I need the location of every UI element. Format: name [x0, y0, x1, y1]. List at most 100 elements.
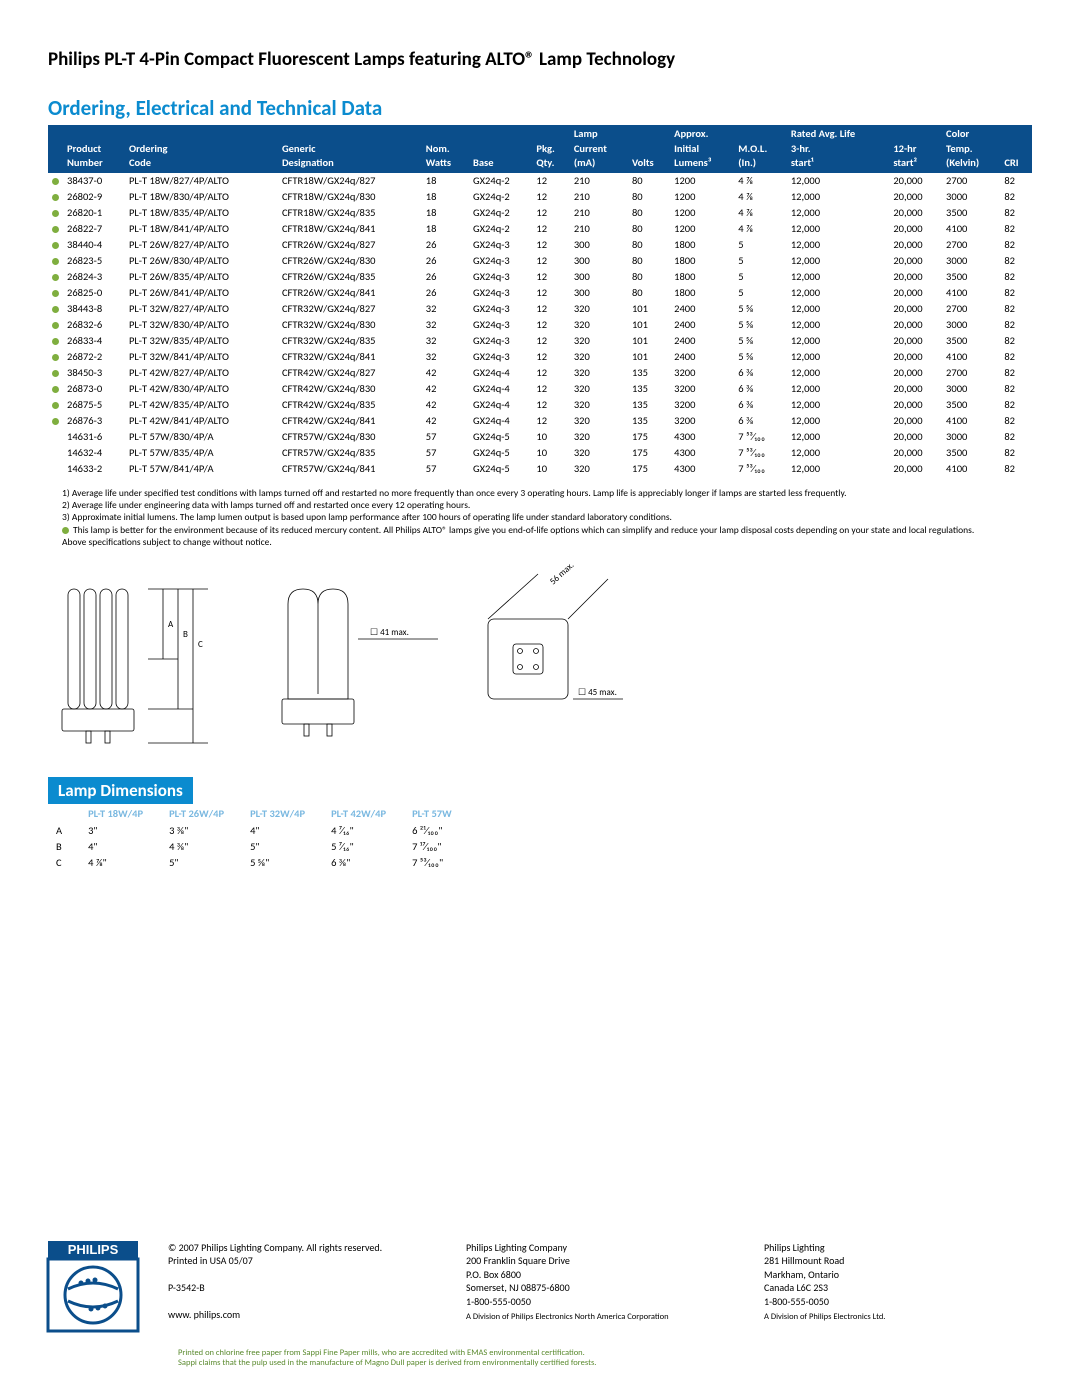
table-cell: PL-T 42W/830/4P/ALTO — [125, 381, 278, 397]
table-cell: 4100 — [942, 285, 1000, 301]
table-cell: 26876-3 — [63, 413, 125, 429]
lamp-diagrams: A B C ☐ 41 max. 56 max. ☐ 45 max. — [48, 579, 1032, 759]
dim-row: C4 ⅞"5"5 ⅝"6 ⅜"7 ⁵³⁄₁₀₀" — [48, 855, 470, 871]
footnote-last: Above specifications subject to change w… — [62, 536, 1032, 548]
table-cell: GX24q-2 — [469, 173, 532, 189]
table-cell: 12 — [532, 349, 569, 365]
table-cell: 82 — [1000, 461, 1032, 477]
table-cell: 12 — [532, 301, 569, 317]
table-cell: 82 — [1000, 397, 1032, 413]
table-cell: 38440-4 — [63, 237, 125, 253]
dim-cell: 7 ⁵³⁄₁₀₀" — [404, 855, 470, 871]
alto-bullet-icon — [52, 242, 59, 249]
table-cell: 3000 — [942, 253, 1000, 269]
philips-logo-text: PHILIPS — [68, 1242, 119, 1257]
bullet-cell — [48, 381, 63, 397]
dim-label-a: A — [168, 619, 174, 630]
alto-bullet-icon — [52, 322, 59, 329]
table-cell: 175 — [628, 461, 670, 477]
table-cell: 10 — [532, 461, 569, 477]
table-cell: 20,000 — [889, 429, 942, 445]
table-cell: 82 — [1000, 365, 1032, 381]
table-cell: CFTR18W/GX24q/841 — [278, 221, 422, 237]
table-header-cell: Initial — [670, 142, 734, 157]
table-cell: 5 ⅝ — [734, 333, 787, 349]
table-cell: 26 — [422, 253, 469, 269]
table-cell: CFTR42W/GX24q/835 — [278, 397, 422, 413]
table-cell: 175 — [628, 445, 670, 461]
table-header-cell: (In.) — [734, 156, 787, 173]
footer-line: www. philips.com — [168, 1308, 436, 1322]
table-cell: 26833-4 — [63, 333, 125, 349]
table-header-cell — [1000, 125, 1032, 142]
table-row: 14631-6PL-T 57W/830/4P/ACFTR57W/GX24q/83… — [48, 429, 1032, 445]
spec-table: LampApprox.Rated Avg. LifeColorProductOr… — [48, 125, 1032, 477]
table-cell: 20,000 — [889, 461, 942, 477]
table-cell: 320 — [570, 381, 628, 397]
table-cell: 101 — [628, 301, 670, 317]
table-cell: 80 — [628, 221, 670, 237]
table-cell: 82 — [1000, 189, 1032, 205]
table-cell: CFTR18W/GX24q/835 — [278, 205, 422, 221]
dim-cell: 4 ⅞" — [80, 855, 161, 871]
footer-line: 200 Franklin Square Drive — [466, 1254, 734, 1268]
table-cell: 12,000 — [787, 317, 890, 333]
table-cell: CFTR32W/GX24q/830 — [278, 317, 422, 333]
table-cell: 4300 — [670, 461, 734, 477]
table-cell: 80 — [628, 189, 670, 205]
table-cell: 12,000 — [787, 333, 890, 349]
table-cell: 320 — [570, 397, 628, 413]
table-cell: 26802-9 — [63, 189, 125, 205]
table-header-cell: Qty. — [532, 156, 569, 173]
lamp-dimensions-section: Lamp Dimensions PL-T 18W/4PPL-T 26W/4PPL… — [48, 777, 1032, 871]
table-cell: 42 — [422, 413, 469, 429]
table-cell: 26823-5 — [63, 253, 125, 269]
table-cell: GX24q-4 — [469, 397, 532, 413]
table-cell: 20,000 — [889, 381, 942, 397]
table-cell: 82 — [1000, 301, 1032, 317]
table-cell: 3000 — [942, 189, 1000, 205]
table-cell: 12,000 — [787, 381, 890, 397]
table-cell: 210 — [570, 221, 628, 237]
table-cell: GX24q-3 — [469, 349, 532, 365]
table-cell: 4300 — [670, 445, 734, 461]
table-cell: 26 — [422, 285, 469, 301]
page-title: Philips PL-T 4-Pin Compact Fluorescent L… — [48, 48, 1032, 71]
alto-bullet-icon — [52, 354, 59, 361]
table-cell: 14633-2 — [63, 461, 125, 477]
footnote: 1) Average life under specified test con… — [62, 487, 1032, 499]
table-cell: 20,000 — [889, 253, 942, 269]
table-cell: 38437-0 — [63, 173, 125, 189]
footnote: 2) Average life under engineering data w… — [62, 499, 1032, 511]
table-cell: 12,000 — [787, 397, 890, 413]
table-cell: 38450-3 — [63, 365, 125, 381]
footer-line: Canada L6C 2S3 — [764, 1281, 1032, 1295]
bullet-cell — [48, 445, 63, 461]
dim-cell: 5" — [242, 839, 323, 855]
bullet-cell — [48, 189, 63, 205]
alto-bullet-icon — [52, 290, 59, 297]
footnote-bullet: This lamp is better for the environment … — [62, 524, 1032, 536]
table-cell: 12 — [532, 253, 569, 269]
table-cell: 82 — [1000, 429, 1032, 445]
footer-line: Philips Lighting — [764, 1241, 1032, 1255]
bullet-cell — [48, 365, 63, 381]
table-cell: 101 — [628, 317, 670, 333]
table-cell: 7 ⁵³⁄₁₀₀ — [734, 429, 787, 445]
table-cell: 12 — [532, 221, 569, 237]
table-row: 26802-9PL-T 18W/830/4P/ALTOCFTR18W/GX24q… — [48, 189, 1032, 205]
table-cell: 38443-8 — [63, 301, 125, 317]
philips-logo: PHILIPS — [48, 1241, 138, 1334]
table-header-cell: 3-hr. — [787, 142, 890, 157]
table-cell: 12 — [532, 333, 569, 349]
dim-header-cell — [48, 804, 80, 823]
table-row: 26833-4PL-T 32W/835/4P/ALTOCFTR32W/GX24q… — [48, 333, 1032, 349]
table-header-cell: Designation — [278, 156, 422, 173]
table-cell: 20,000 — [889, 269, 942, 285]
page-footer: PHILIPS © 2007 Philips Lighting Company.… — [48, 1241, 1032, 1334]
dim-row: B4"4 ⅜"5"5 ⁷⁄₁₆"7 ¹⁷⁄₁₀₀" — [48, 839, 470, 855]
dim-header-cell: PL-T 18W/4P — [80, 804, 161, 823]
table-cell: PL-T 26W/830/4P/ALTO — [125, 253, 278, 269]
table-cell: GX24q-2 — [469, 221, 532, 237]
table-cell: 20,000 — [889, 349, 942, 365]
